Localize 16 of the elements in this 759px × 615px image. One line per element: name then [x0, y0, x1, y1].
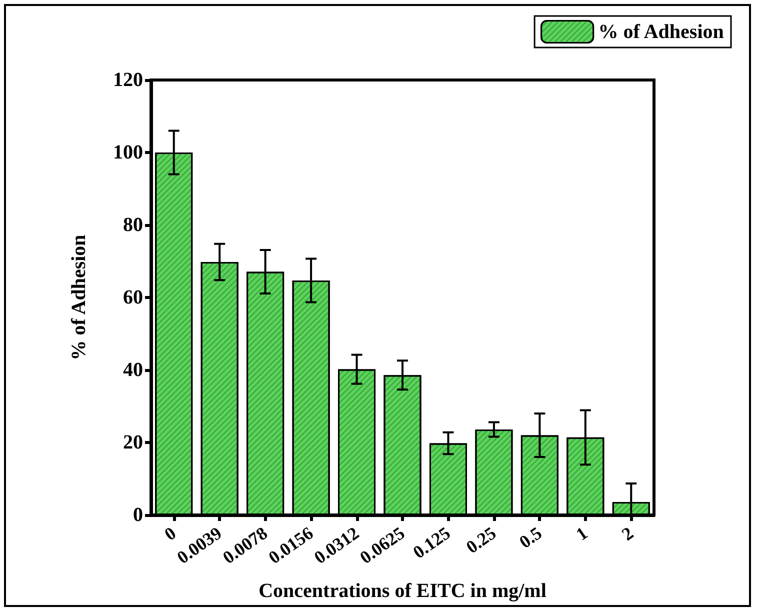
x-tick-label: 0.5 [516, 522, 546, 552]
y-tick-label: 40 [123, 359, 143, 381]
y-tick-label: 80 [123, 214, 143, 236]
x-tick-label: 1 [572, 522, 592, 544]
x-tick-label: 0 [160, 522, 180, 544]
y-axis-title: % of Adhesion [68, 234, 90, 360]
x-tick-label: 0.125 [409, 522, 454, 562]
y-tick-label: 100 [113, 142, 143, 164]
x-tick-label: 0.25 [462, 522, 500, 558]
y-tick-label: 20 [123, 432, 143, 454]
x-tick-label: 2 [618, 522, 637, 544]
y-tick-label: 60 [123, 286, 143, 308]
legend-label: % of Adhesion [598, 20, 724, 43]
y-tick-label: 120 [113, 69, 143, 91]
y-tick-label: 0 [133, 504, 143, 526]
x-axis-title: Concentrations of EITC in mg/ml [258, 580, 547, 602]
